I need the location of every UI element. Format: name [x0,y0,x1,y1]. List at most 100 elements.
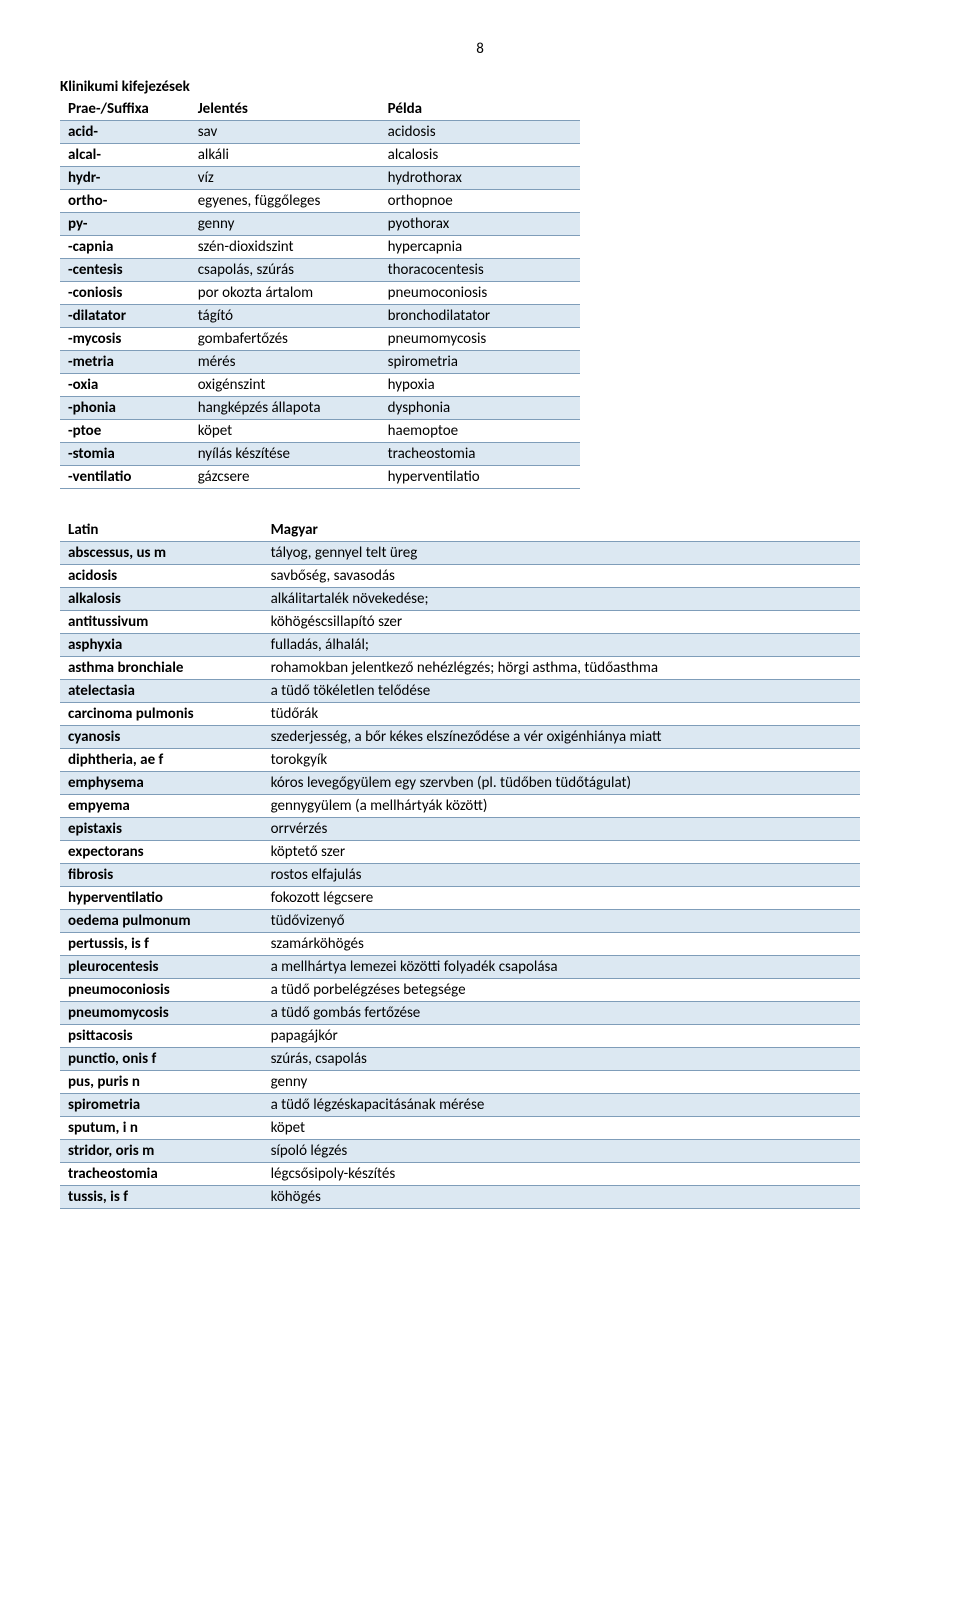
table-cell: pyothorax [380,213,580,236]
table-cell: köptető szer [263,841,860,864]
table-row: ortho-egyenes, függőlegesorthopnoe [60,190,580,213]
table-cell: orrvérzés [263,818,860,841]
table-header-row: Prae-/Suffixa Jelentés Példa [60,98,580,121]
table-cell: por okozta ártalom [190,282,380,305]
vocab-table: Latin Magyar abscessus, us mtályog, genn… [60,519,860,1209]
table-cell: alcal- [60,144,190,167]
table-row: asphyxiafulladás, álhalál; [60,634,860,657]
table-cell: genny [263,1071,860,1094]
table-cell: rohamokban jelentkező nehézlégzés; hörgi… [263,657,860,680]
table-cell: orthopnoe [380,190,580,213]
table-row: pus, puris ngenny [60,1071,860,1094]
table-cell: -metria [60,351,190,374]
table-row: atelectasiaa tüdő tökéletlen telődése [60,680,860,703]
table-cell: empyema [60,795,263,818]
table-row: -dilatatortágítóbronchodilatator [60,305,580,328]
table-cell: thoracocentesis [380,259,580,282]
table-cell: alcalosis [380,144,580,167]
table-cell: alkálitartalék növekedése; [263,588,860,611]
table-row: expectoransköptető szer [60,841,860,864]
table-cell: asphyxia [60,634,263,657]
table-row: abscessus, us mtályog, gennyel telt üreg [60,542,860,565]
table-cell: acidosis [380,121,580,144]
table-cell: oedema pulmonum [60,910,263,933]
table-row: -ptoeköpethaemoptoe [60,420,580,443]
table-row: py-gennypyothorax [60,213,580,236]
table-row: -stomianyílás készítésetracheostomia [60,443,580,466]
table-cell: abscessus, us m [60,542,263,565]
table-cell: pneumomycosis [380,328,580,351]
table-row: pneumomycosisa tüdő gombás fertőzése [60,1002,860,1025]
col-header-latin: Latin [60,519,263,542]
table-cell: alkalosis [60,588,263,611]
table-cell: gázcsere [190,466,380,489]
table-cell: -dilatator [60,305,190,328]
table-cell: rostos elfajulás [263,864,860,887]
table-cell: atelectasia [60,680,263,703]
table-row: tracheostomialégcsősipoly-készítés [60,1163,860,1186]
table-cell: köhögéscsillapító szer [263,611,860,634]
table-cell: savbőség, savasodás [263,565,860,588]
table-row: stridor, oris msípoló légzés [60,1140,860,1163]
table-row: -ventilatiogázcserehyperventilatio [60,466,580,489]
table-cell: fibrosis [60,864,263,887]
section-title-klinikumi: Klinikumi kifejezések [60,78,900,96]
table-cell: torokgyík [263,749,860,772]
table-cell: hypercapnia [380,236,580,259]
table-header-row: Latin Magyar [60,519,860,542]
table-cell: hydrothorax [380,167,580,190]
table-cell: pertussis, is f [60,933,263,956]
table-cell: -ventilatio [60,466,190,489]
table-row: pertussis, is fszamárköhögés [60,933,860,956]
table-cell: sípoló légzés [263,1140,860,1163]
table-cell: ortho- [60,190,190,213]
table-cell: -centesis [60,259,190,282]
table-cell: sav [190,121,380,144]
table-cell: -coniosis [60,282,190,305]
table-row: pneumoconiosisa tüdő porbelégzéses beteg… [60,979,860,1002]
table-cell: punctio, onis f [60,1048,263,1071]
table-row: -phoniahangképzés állapotadysphonia [60,397,580,420]
table-cell: pneumoconiosis [380,282,580,305]
table-cell: alkáli [190,144,380,167]
col-header-jelentes: Jelentés [190,98,380,121]
table-cell: tussis, is f [60,1186,263,1209]
table-cell: emphysema [60,772,263,795]
table-row: oedema pulmonumtüdővizenyő [60,910,860,933]
table-cell: víz [190,167,380,190]
table-cell: tracheostomia [380,443,580,466]
table-row: psittacosispapagájkór [60,1025,860,1048]
table-cell: bronchodilatator [380,305,580,328]
table-cell: hyperventilatio [380,466,580,489]
table-cell: diphtheria, ae f [60,749,263,772]
table-cell: sputum, i n [60,1117,263,1140]
table-cell: -phonia [60,397,190,420]
table-cell: nyílás készítése [190,443,380,466]
table-cell: carcinoma pulmonis [60,703,263,726]
table-cell: pneumoconiosis [60,979,263,1002]
table-cell: -ptoe [60,420,190,443]
table-row: carcinoma pulmonistüdőrák [60,703,860,726]
table-row: alkalosisalkálitartalék növekedése; [60,588,860,611]
table-cell: tracheostomia [60,1163,263,1186]
table-row: -mycosisgombafertőzéspneumomycosis [60,328,580,351]
table-cell: -mycosis [60,328,190,351]
col-header-magyar: Magyar [263,519,860,542]
table-row: -capniaszén-dioxidszinthypercapnia [60,236,580,259]
table-row: fibrosisrostos elfajulás [60,864,860,887]
table-cell: a tüdő tökéletlen telődése [263,680,860,703]
table-cell: py- [60,213,190,236]
table-row: antitussivumköhögéscsillapító szer [60,611,860,634]
table-cell: tüdőrák [263,703,860,726]
table-row: hydr-vízhydrothorax [60,167,580,190]
table-cell: pneumomycosis [60,1002,263,1025]
col-header-pelda: Példa [380,98,580,121]
table-cell: tágító [190,305,380,328]
table-row: cyanosisszederjesség, a bőr kékes elszín… [60,726,860,749]
table-cell: csapolás, szúrás [190,259,380,282]
table-cell: antitussivum [60,611,263,634]
table-cell: hyperventilatio [60,887,263,910]
table-row: empyemagennygyülem (a mellhártyák között… [60,795,860,818]
table-row: punctio, onis fszúrás, csapolás [60,1048,860,1071]
table-row: tussis, is fköhögés [60,1186,860,1209]
